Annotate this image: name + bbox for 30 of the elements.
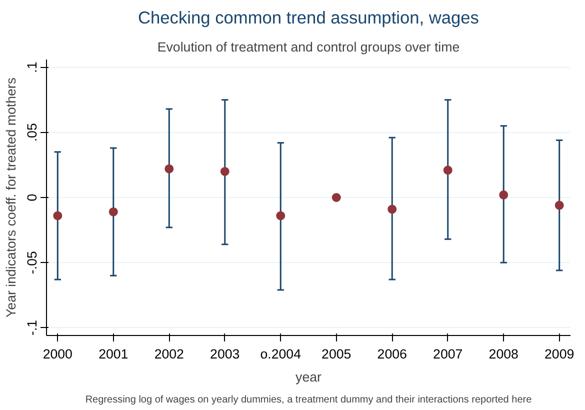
x-tick-label: 2005 (322, 346, 352, 362)
x-tick-label: 2002 (154, 346, 184, 362)
x-tick-label: 2003 (210, 346, 240, 362)
x-tick-label: 2001 (98, 346, 128, 362)
y-axis-title: Year indicators coeff. for treated mothers (4, 77, 18, 318)
point (388, 204, 397, 214)
y-tick-label: -.05 (24, 251, 40, 274)
x-tick-label: 2009 (544, 346, 574, 362)
chart-subtitle: Evolution of treatment and control groups over time (157, 40, 460, 54)
y-tick-label: 0 (24, 194, 40, 202)
text: Regressing log of wages on yearly dummies, a treatment dummy and their interactions reported here (85, 394, 532, 406)
point (332, 193, 341, 202)
x-tick-label: o.2004 (260, 346, 302, 362)
x-tick-label: 2006 (377, 346, 407, 362)
x-axis-title: year (296, 370, 322, 384)
point (499, 190, 508, 200)
x-tick-label: 2007 (433, 346, 463, 362)
point (108, 207, 118, 216)
y-tick-label: -.1 (24, 320, 40, 336)
x-tick-label: 2008 (488, 346, 518, 362)
point (554, 200, 564, 210)
y-tick-label: .05 (24, 123, 40, 142)
x-tick-label: 2000 (42, 346, 72, 362)
point (220, 166, 230, 176)
point (53, 211, 62, 220)
chart-title: Checking common trend assumption, wages (138, 8, 480, 28)
point (164, 164, 174, 174)
point (276, 211, 286, 220)
point (443, 166, 452, 175)
y-tick-label: .1 (24, 62, 40, 73)
